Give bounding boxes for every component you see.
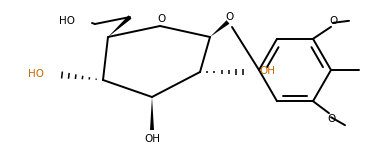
Text: HO: HO [28,69,44,79]
Text: OH: OH [144,134,160,144]
Polygon shape [150,97,154,130]
Text: HO: HO [59,16,75,26]
Text: O: O [157,14,165,24]
Text: O: O [328,114,336,124]
Polygon shape [108,15,131,37]
Text: O: O [225,12,233,22]
Text: O: O [330,16,338,26]
Polygon shape [210,20,229,37]
Text: OH: OH [259,66,275,76]
